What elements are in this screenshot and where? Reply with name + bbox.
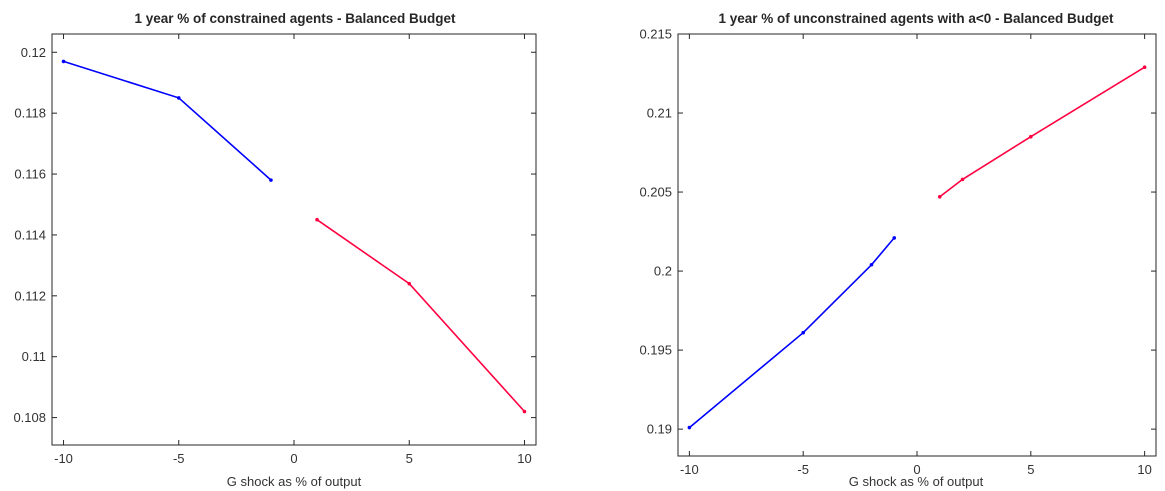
left-chart-y-tick-label: 0.12	[21, 45, 46, 60]
right-chart-x-axis-label: G shock as % of output	[849, 474, 984, 489]
left-chart-panel: 1 year % of constrained agents - Balance…	[13, 11, 537, 489]
right-chart-x-tick-label: -5	[797, 462, 809, 477]
left-chart-title: 1 year % of constrained agents - Balance…	[134, 11, 456, 26]
left-chart-data-point	[61, 59, 66, 64]
right-chart-data-point	[1142, 65, 1147, 69]
right-chart-y-tick-label: 0.2	[654, 264, 672, 279]
left-chart-data-point	[315, 217, 319, 222]
left-chart-x-axis-label: G shock as % of output	[227, 474, 362, 489]
left-chart-x-tick-label: 5	[406, 451, 413, 466]
left-chart-data-point	[407, 281, 412, 286]
left-chart-x-tick-label: -5	[173, 451, 185, 466]
right-chart-data-point	[1029, 134, 1033, 139]
right-chart-y-tick-label: 0.195	[639, 343, 672, 358]
left-chart-plot-area	[51, 33, 537, 446]
right-chart-data-point	[869, 262, 874, 267]
right-chart-x-tick-label: 10	[1137, 462, 1151, 477]
left-chart-data-point	[522, 409, 527, 414]
right-chart-series-line-1	[688, 237, 895, 429]
right-chart-y-tick-label: 0.19	[647, 422, 672, 437]
left-chart-data-point	[176, 96, 181, 100]
left-chart-series-line-2	[316, 219, 526, 413]
right-chart-x-tick-label: 5	[1027, 462, 1034, 477]
left-chart-y-tick-label: 0.11	[22, 349, 46, 364]
right-chart-y-tick-label: 0.215	[639, 27, 672, 42]
left-chart-x-tick-label: -10	[54, 451, 73, 466]
right-chart-data-point	[892, 236, 897, 240]
right-chart-panel: 1 year % of unconstrained agents with a<…	[639, 11, 1157, 489]
right-chart-x-tick-label: 0	[913, 462, 920, 477]
right-chart-data-point	[937, 194, 942, 199]
left-chart-y-tick-label: 0.112	[14, 288, 46, 303]
left-chart-y-tick-label: 0.116	[14, 167, 46, 182]
right-chart-title: 1 year % of unconstrained agents with a<…	[719, 11, 1114, 26]
right-chart-data-point	[960, 177, 965, 182]
left-chart-x-tick-label: 10	[517, 451, 531, 466]
right-chart-plot-area	[677, 33, 1157, 457]
left-chart-y-tick-label: 0.114	[14, 227, 46, 242]
left-chart-x-tick-label: 0	[290, 451, 297, 466]
left-chart-data-point	[269, 178, 273, 182]
left-chart-y-tick-label: 0.108	[13, 410, 46, 425]
right-chart-data-point	[801, 330, 805, 335]
right-chart-y-tick-label: 0.21	[647, 106, 672, 121]
left-chart-y-tick-label: 0.118	[14, 106, 46, 121]
right-chart-y-tick-label: 0.205	[639, 185, 672, 200]
left-chart-series-line-1	[63, 60, 272, 181]
right-chart-series-line-2	[939, 66, 1146, 198]
right-chart-x-tick-label: -10	[680, 462, 699, 477]
right-chart-data-point	[687, 425, 692, 430]
